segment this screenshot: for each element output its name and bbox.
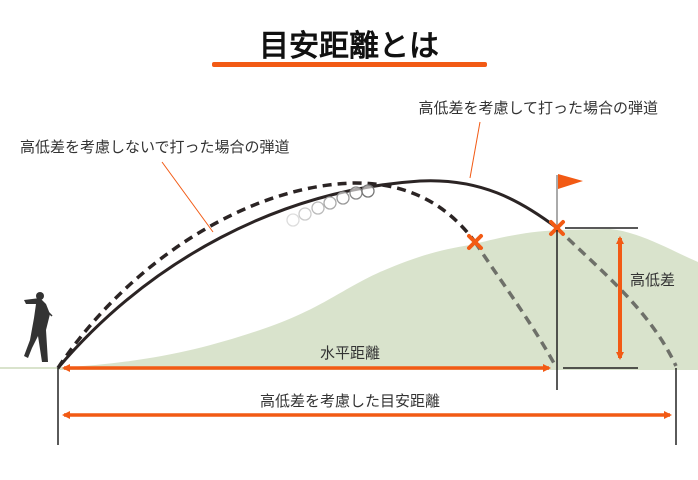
- descent-dashed-short: [473, 241, 557, 366]
- page-title: 目安距離とは: [259, 29, 439, 64]
- trajectory-without-elevation: [56, 181, 477, 369]
- horizontal-distance-label: 水平距離: [320, 344, 380, 362]
- with-elevation-label: 高低差を考慮して打った場合の弾道: [418, 99, 658, 117]
- flag-icon: [558, 174, 583, 189]
- elevation-label: 高低差: [630, 271, 675, 289]
- without-elevation-label: 高低差を考慮しないで打った場合の弾道: [20, 138, 290, 156]
- without-elevation-leader: [161, 161, 214, 233]
- title-underline: [212, 62, 487, 67]
- ball-trail: [286, 184, 375, 227]
- landing-mark-icon: [467, 234, 483, 250]
- golfer-icon: [24, 292, 53, 362]
- landing-mark-icon: [549, 220, 565, 236]
- with-elevation-leader: [469, 121, 481, 179]
- adjusted-distance-label: 高低差を考慮した目安距離: [260, 392, 440, 410]
